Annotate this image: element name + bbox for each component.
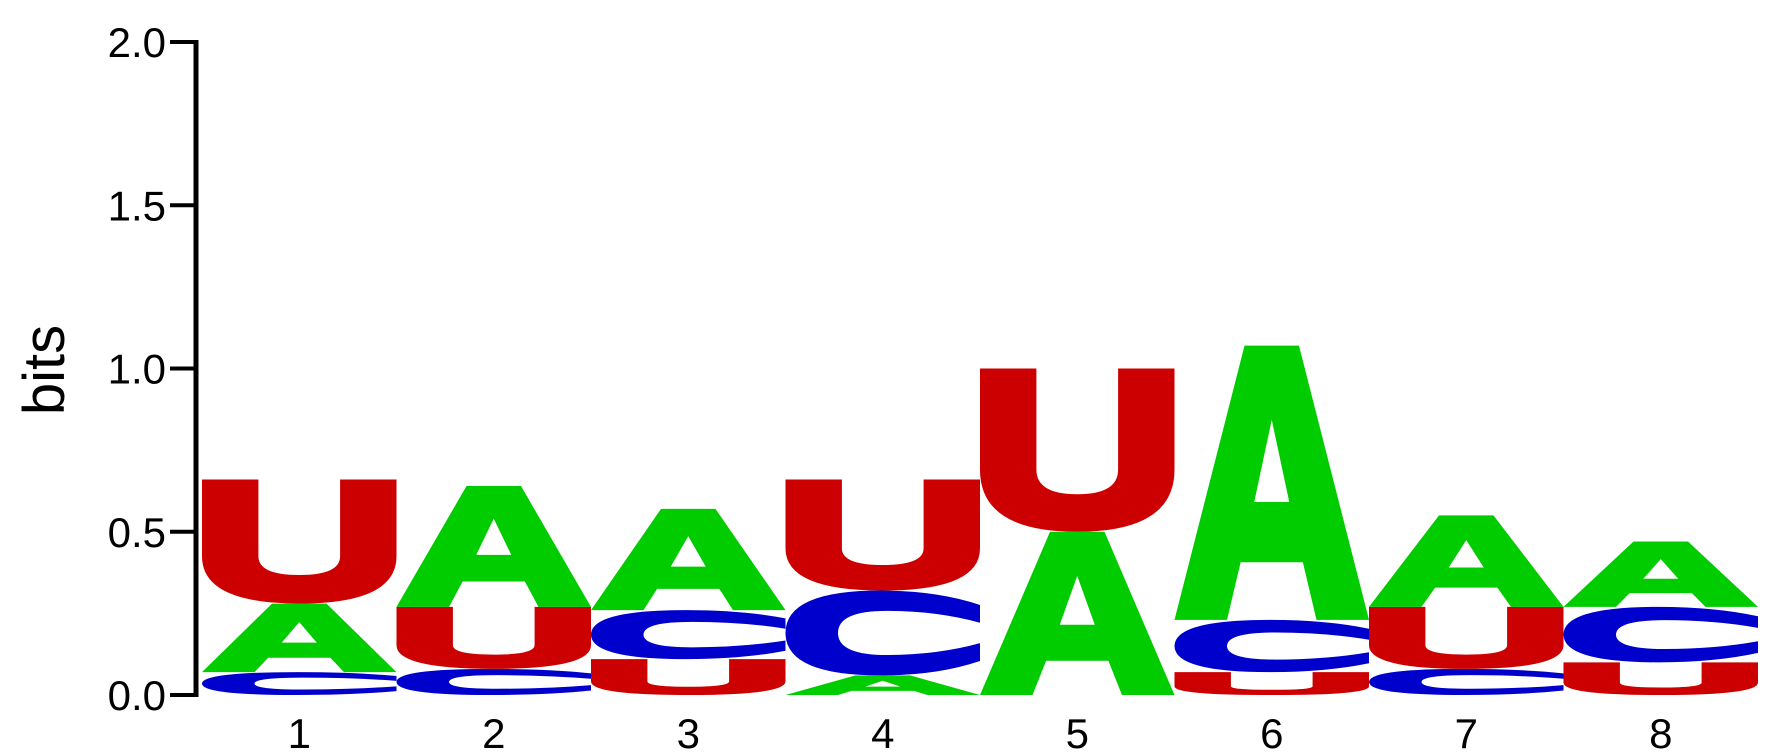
letter-c <box>1174 619 1369 673</box>
position-stack-7 <box>1369 515 1564 695</box>
x-tick-label: 6 <box>1260 710 1283 754</box>
x-tick-label: 8 <box>1649 710 1672 754</box>
letter-u <box>202 479 397 604</box>
position-stack-2 <box>396 486 591 695</box>
logo-stacks <box>202 345 1758 695</box>
letter-u <box>1174 672 1369 695</box>
position-stack-6 <box>1174 345 1369 695</box>
position-stack-4 <box>785 479 980 695</box>
letter-c <box>1369 668 1564 695</box>
y-tick-label: 0.5 <box>108 509 166 556</box>
letter-a <box>1563 541 1758 607</box>
letter-u <box>980 368 1175 532</box>
y-tick-label: 1.0 <box>108 346 166 393</box>
y-tick-label: 2.0 <box>108 19 166 66</box>
letter-u <box>591 659 786 695</box>
position-stack-3 <box>591 508 786 695</box>
y-axis-label: bits <box>12 325 77 415</box>
x-tick-label: 2 <box>482 710 505 754</box>
y-tick-label: 0.0 <box>108 672 166 719</box>
letter-c <box>1563 606 1758 663</box>
x-axis-ticks: 1 2 3 4 5 6 7 8 <box>288 710 1673 754</box>
letter-c <box>591 610 786 660</box>
y-tick-label: 1.5 <box>108 182 166 229</box>
x-tick-label: 7 <box>1455 710 1478 754</box>
letter-a <box>980 531 1175 695</box>
letter-u <box>1563 662 1758 695</box>
letter-c <box>202 672 397 695</box>
letter-a <box>591 508 786 611</box>
x-tick-label: 5 <box>1066 710 1089 754</box>
letter-a <box>202 603 397 673</box>
y-axis: 0.0 0.5 1.0 1.5 2.0 <box>108 19 199 719</box>
letter-a <box>785 675 980 695</box>
x-tick-label: 3 <box>677 710 700 754</box>
x-tick-label: 4 <box>871 710 894 754</box>
letter-a <box>1369 515 1564 607</box>
letter-a <box>396 486 591 607</box>
position-stack-5 <box>980 368 1175 695</box>
position-stack-1 <box>202 479 397 695</box>
letter-u <box>785 479 980 591</box>
letter-u <box>396 606 591 669</box>
x-tick-label: 1 <box>288 710 311 754</box>
position-stack-8 <box>1563 541 1758 695</box>
letter-c <box>396 668 591 695</box>
letter-a <box>1174 345 1369 620</box>
letter-u <box>1369 606 1564 669</box>
letter-c <box>785 590 980 676</box>
